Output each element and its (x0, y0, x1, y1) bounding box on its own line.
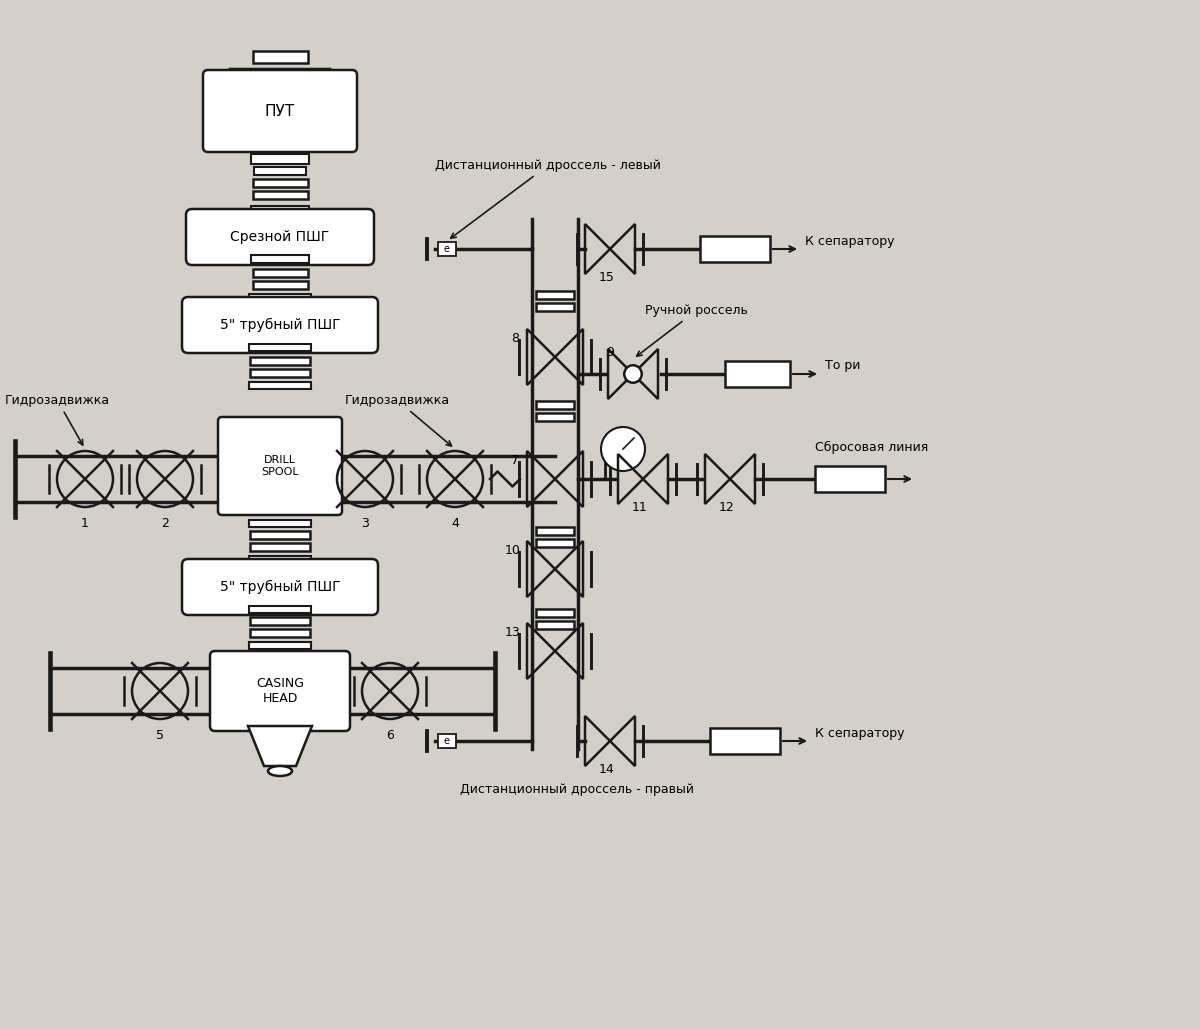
Bar (250, 556, 311, 563)
Bar (250, 641, 311, 648)
Text: 11: 11 (632, 501, 648, 514)
Bar (725, 361, 790, 387)
Polygon shape (230, 69, 330, 109)
Text: 8: 8 (511, 332, 520, 345)
Text: 14: 14 (599, 762, 614, 776)
Bar (250, 344, 311, 351)
Text: К сепаратору: К сепаратору (815, 726, 905, 740)
FancyBboxPatch shape (210, 651, 350, 731)
Text: Ручной россель: Ручной россель (637, 304, 748, 356)
Text: 3: 3 (361, 517, 368, 530)
Bar (250, 531, 310, 539)
Text: 2: 2 (161, 517, 169, 530)
Text: К сепаратору: К сепаратору (805, 235, 894, 248)
Bar (251, 255, 310, 262)
Bar (250, 605, 311, 612)
Bar (250, 617, 310, 625)
Text: 6: 6 (386, 729, 394, 742)
Bar (250, 629, 310, 637)
Bar (252, 281, 307, 289)
Text: 7: 7 (511, 454, 520, 467)
Bar (254, 167, 306, 175)
Bar (252, 191, 307, 199)
Bar (250, 369, 310, 377)
Bar (252, 51, 307, 63)
Bar (536, 303, 574, 311)
Bar (536, 620, 574, 629)
Text: 15: 15 (599, 271, 614, 284)
Ellipse shape (268, 766, 292, 776)
Bar (438, 734, 456, 748)
Bar (815, 466, 884, 492)
Bar (438, 242, 456, 256)
Circle shape (601, 427, 646, 471)
Text: Сбросовая линия: Сбросовая линия (815, 440, 929, 454)
Bar (536, 413, 574, 421)
Text: 4: 4 (451, 517, 458, 530)
Text: 12: 12 (719, 501, 734, 514)
Bar (536, 539, 574, 547)
Text: 5" трубный ПШГ: 5" трубный ПШГ (220, 580, 341, 594)
Text: 5: 5 (156, 729, 164, 742)
Text: 9: 9 (606, 346, 614, 359)
Text: То ри: То ри (826, 359, 860, 372)
Text: Дистанционный дроссель - левый: Дистанционный дроссель - левый (434, 159, 661, 239)
Bar (536, 291, 574, 299)
Bar (252, 269, 307, 277)
Text: 5" трубный ПШГ: 5" трубный ПШГ (220, 318, 341, 332)
Circle shape (624, 365, 642, 383)
Bar (536, 609, 574, 617)
Bar (710, 728, 780, 754)
FancyBboxPatch shape (182, 297, 378, 353)
Bar (536, 527, 574, 535)
Text: 1: 1 (82, 517, 89, 530)
Bar (250, 357, 310, 365)
Bar (536, 401, 574, 409)
Text: Дистанционный дроссель - правый: Дистанционный дроссель - правый (460, 783, 694, 796)
Polygon shape (248, 726, 312, 766)
Bar (250, 543, 310, 551)
Text: Срезной ПШГ: Срезной ПШГ (230, 230, 330, 244)
Text: ПУТ: ПУТ (265, 104, 295, 118)
Text: 10: 10 (505, 544, 521, 557)
FancyBboxPatch shape (218, 417, 342, 514)
FancyBboxPatch shape (182, 559, 378, 615)
Bar (700, 236, 770, 262)
FancyBboxPatch shape (186, 209, 374, 265)
Text: е: е (444, 244, 450, 254)
Bar (251, 206, 310, 213)
Text: 13: 13 (505, 626, 521, 639)
Bar (250, 382, 311, 389)
Text: Гидрозадвижка: Гидрозадвижка (5, 394, 110, 445)
FancyBboxPatch shape (203, 70, 358, 152)
Text: CASING
HEAD: CASING HEAD (256, 677, 304, 705)
Text: Гидрозадвижка: Гидрозадвижка (346, 394, 451, 446)
Text: е: е (444, 736, 450, 746)
Bar (251, 154, 310, 164)
Bar (250, 520, 311, 527)
Text: DRILL
SPOOL: DRILL SPOOL (262, 455, 299, 476)
Bar (252, 179, 307, 187)
Bar (250, 293, 311, 300)
